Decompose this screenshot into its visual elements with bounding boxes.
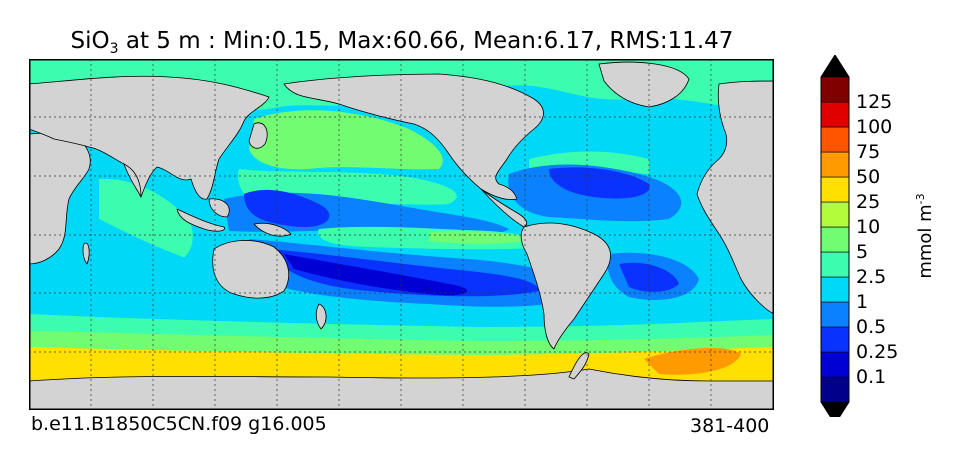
land-borneo [208,198,230,218]
land-new-guinea [253,222,292,237]
colorbar-tick-label: 0.5 [856,316,887,338]
land-greenland [598,61,690,108]
colorbar-segment [820,376,850,403]
colorbar-segment [820,126,850,153]
south-pacific-lowmid [269,249,539,297]
map-frame [29,59,774,410]
south-pacific-lowest [284,254,468,296]
unit-base: mmol m [915,204,936,279]
colorbar-unit: mmol m-3 [914,193,936,278]
equatorial-green [429,230,534,244]
colorbar-tick-label: 2.5 [856,266,887,288]
south-atlantic-low [619,262,679,292]
run-id: b.e11.B1850C5CN.f09 g16.005 [31,413,327,435]
colorbar-segment [820,351,850,378]
colorbar-tick-label: 0.25 [856,341,899,363]
unit-exponent: -3 [914,193,927,205]
colorbar-segment [820,326,850,353]
colorbar-min-arrow [821,402,849,417]
land-south-america [520,222,611,350]
title-variable: SiO [70,28,110,54]
graticule [29,59,774,410]
colorbar-segment [820,301,850,328]
colorbar-segment [820,76,850,103]
title-subscript: 3 [109,41,119,57]
colorbar-tick-label: 75 [856,141,881,163]
colorbar-tick-label: 125 [856,91,893,113]
colorbar-segment [820,276,850,303]
land-north-america [283,73,544,200]
colorbar-tick-label: 5 [856,241,869,263]
colorbar-tick-label: 100 [856,116,893,138]
colorbar-max-arrow [821,55,849,77]
global-map [29,59,774,410]
land-madagascar [82,242,90,265]
colorbar-tick-label: 50 [856,166,881,188]
north-pacific-green [249,110,443,170]
title-stats: at 5 m : Min:0.15, Max:60.66, Mean:6.17,… [118,28,734,54]
north-atlantic-low [549,167,650,199]
indian-cyan [99,219,190,284]
land-central-america [480,188,528,228]
colorbar-segment [820,151,850,178]
land-japan [248,122,268,149]
colorbar-segment [820,251,850,278]
colorbar-tick-label: 1 [856,291,869,313]
colorbar-segment [820,101,850,128]
weddell-orange [644,347,741,375]
colorbar-tick-label: 25 [856,191,881,213]
land-australia [212,240,290,299]
north-pacific-low [244,189,330,228]
land-eurasia [29,75,270,200]
land-africa [29,130,91,265]
colorbar-frame [820,55,850,417]
colorbar-segment [820,226,850,253]
land-antarctic-peninsula [568,352,590,380]
year-range: 381-400 [690,415,770,437]
colorbar [820,55,850,417]
colorbar-tick-label: 10 [856,216,881,238]
land-indonesia [176,208,225,232]
map-title: SiO3 at 5 m : Min:0.15, Max:60.66, Mean:… [30,28,774,57]
colorbar-tick-label: 0.1 [856,366,887,388]
land-new-zealand [315,303,327,330]
colorbar-segment [820,201,850,228]
land-india [123,163,142,198]
colorbar-segment [820,176,850,203]
